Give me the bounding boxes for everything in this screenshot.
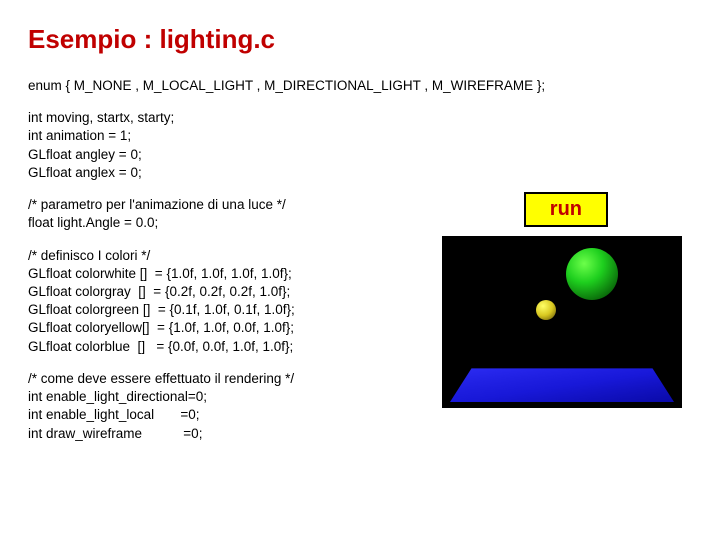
code-enum: enum { M_NONE , M_LOCAL_LIGHT , M_DIRECT…: [28, 77, 692, 95]
code-ren3: int draw_wireframe =0;: [28, 425, 692, 443]
code-decl4: GLfloat anglex = 0;: [28, 164, 692, 182]
code-decl1: int moving, startx, starty;: [28, 109, 692, 127]
code-decl2: int animation = 1;: [28, 127, 692, 145]
scene-floor: [450, 368, 674, 402]
code-decl3: GLfloat angley = 0;: [28, 146, 692, 164]
run-button[interactable]: run: [524, 192, 608, 227]
decl-block: int moving, startx, starty; int animatio…: [28, 109, 692, 182]
scene-sphere-green: [566, 248, 618, 300]
slide-container: Esempio : lighting.c enum { M_NONE , M_L…: [0, 0, 720, 540]
opengl-render-preview: [442, 236, 682, 408]
scene-sphere-yellow: [536, 300, 556, 320]
code-ren2: int enable_light_local =0;: [28, 406, 692, 424]
slide-title: Esempio : lighting.c: [28, 24, 692, 55]
enum-block: enum { M_NONE , M_LOCAL_LIGHT , M_DIRECT…: [28, 77, 692, 95]
